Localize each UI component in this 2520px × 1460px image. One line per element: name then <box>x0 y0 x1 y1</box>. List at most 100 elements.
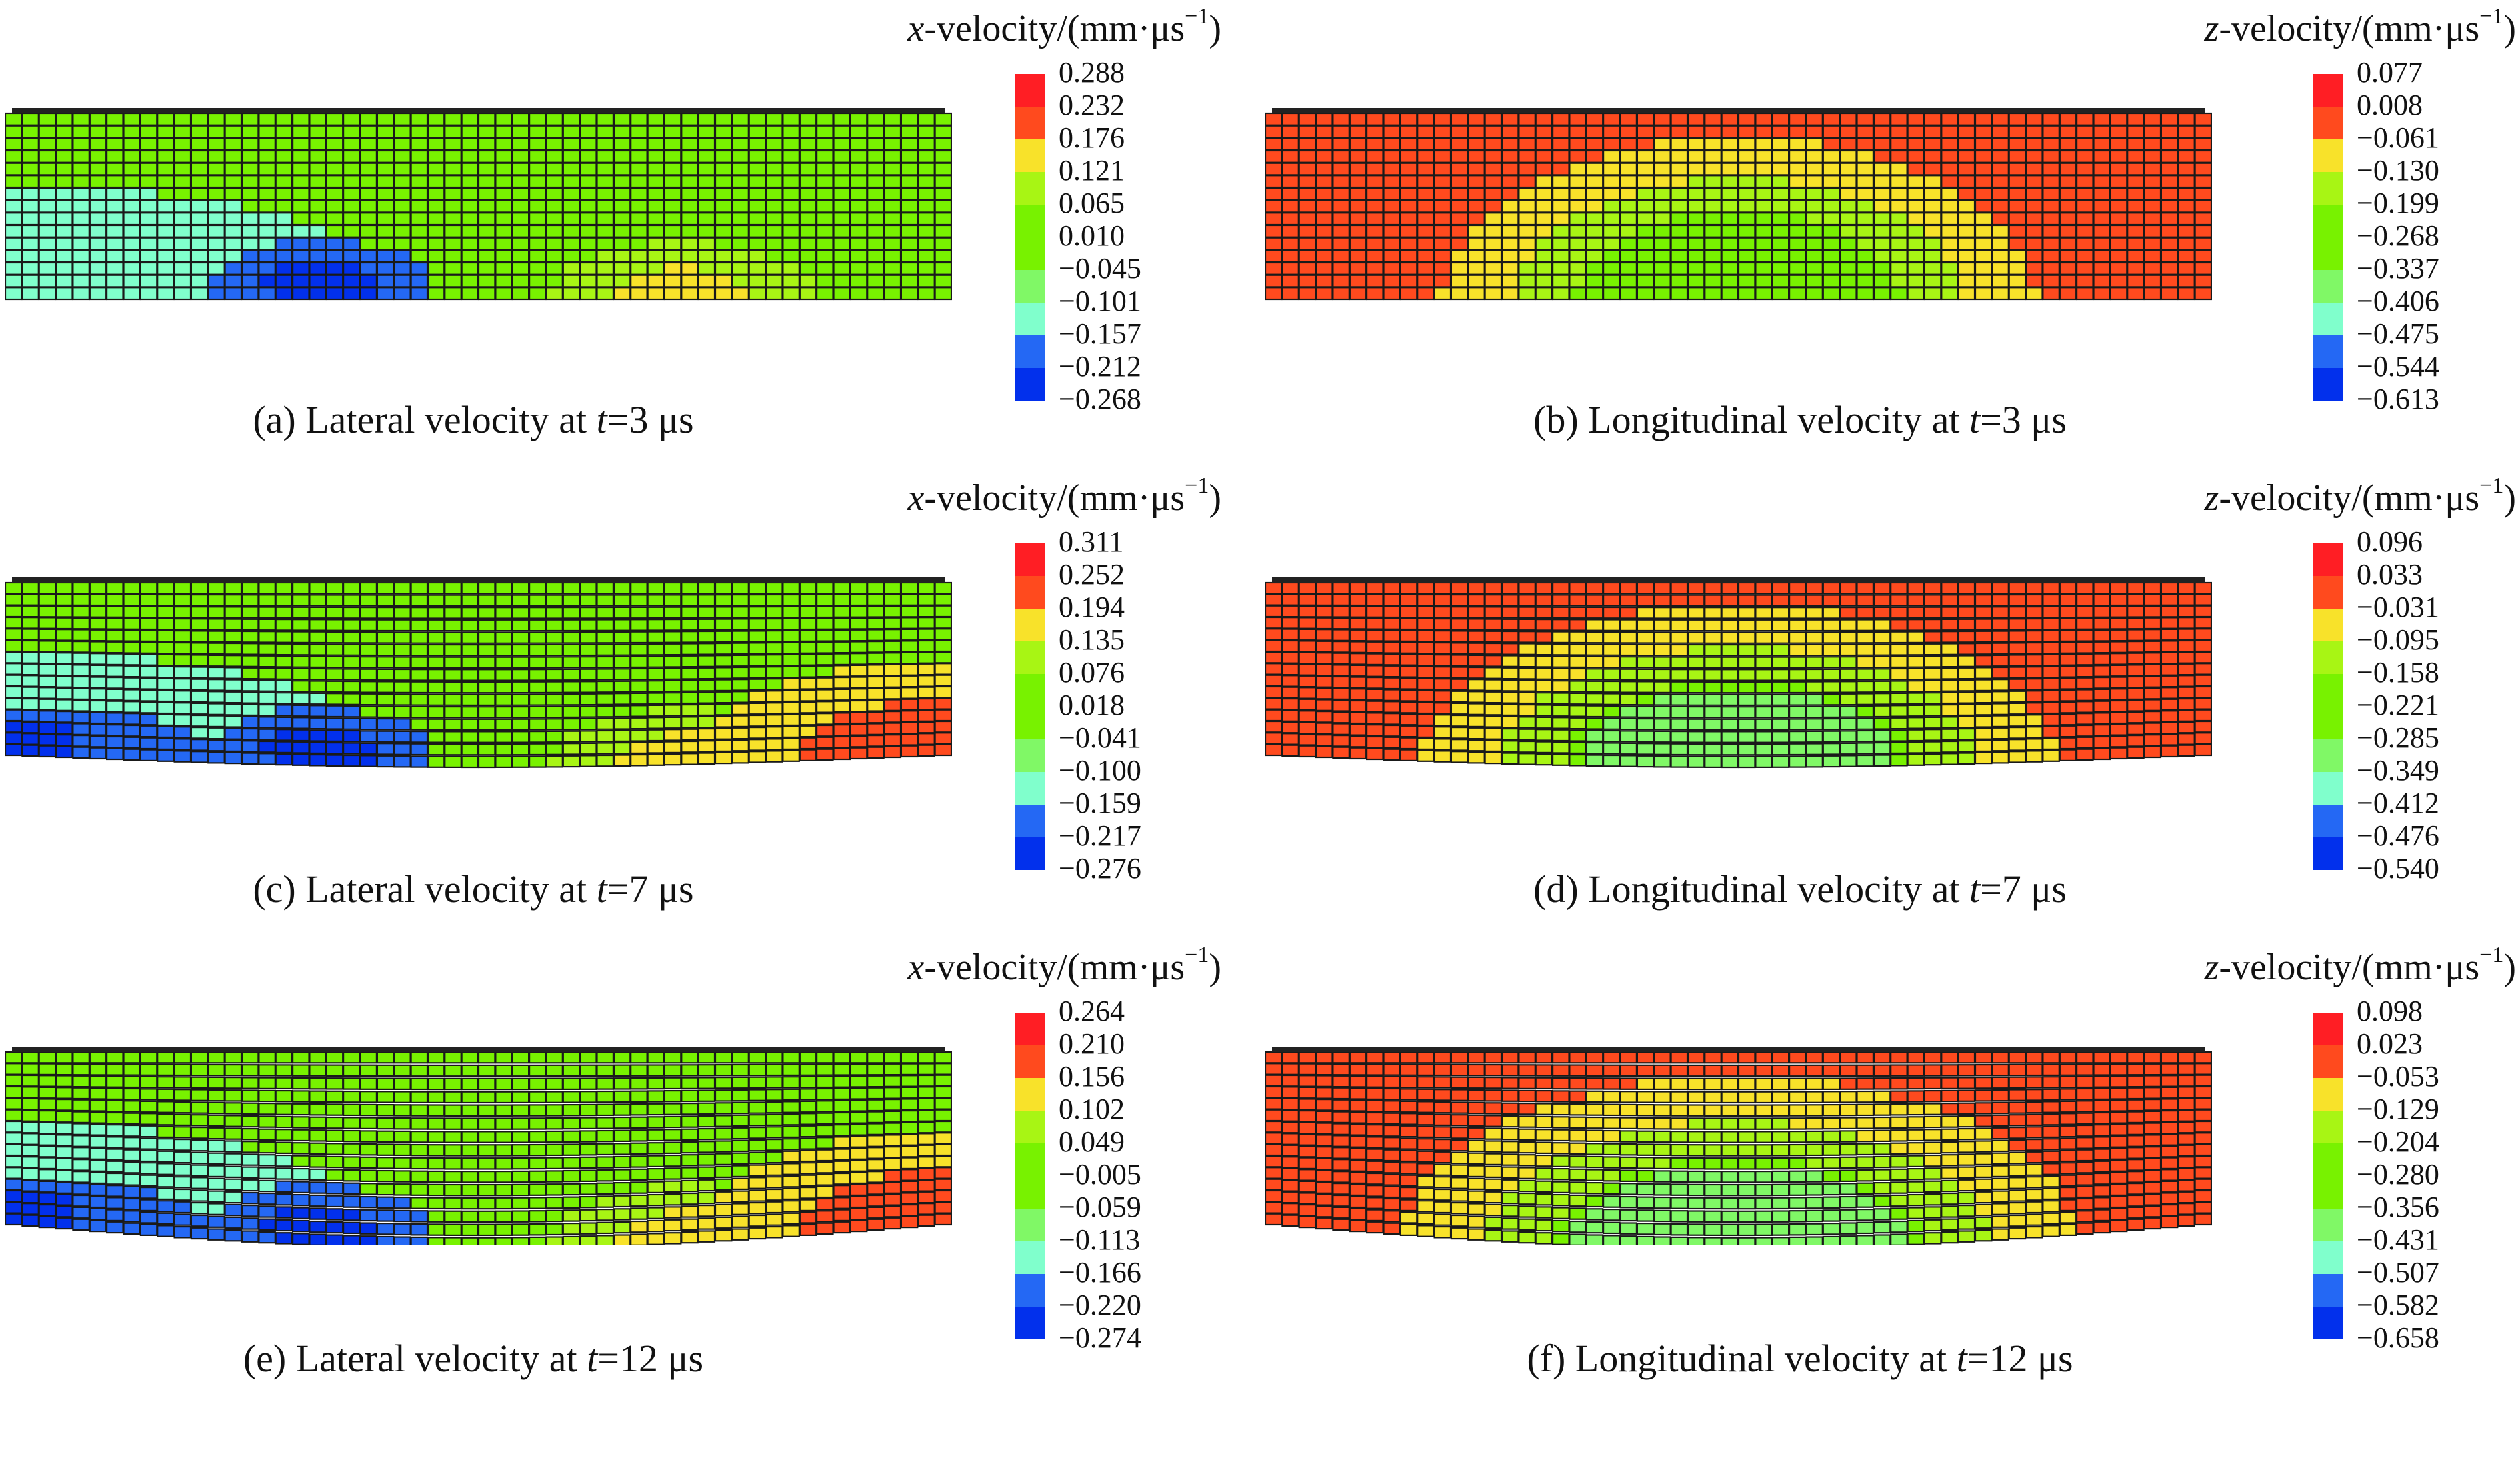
mesh-cell <box>511 112 530 126</box>
mesh-cell <box>663 716 682 729</box>
mesh-cell <box>1484 224 1503 238</box>
mesh-cell <box>1417 237 1435 251</box>
mesh-cell <box>393 149 411 163</box>
mesh-cell <box>376 619 395 632</box>
mesh-cell <box>1822 212 1841 226</box>
mesh-cell <box>833 581 851 595</box>
mesh-cell <box>1265 162 1283 176</box>
mesh-cell <box>917 175 935 189</box>
mesh-cell <box>157 1163 175 1175</box>
mesh-cell <box>1957 287 1976 301</box>
mesh-cell <box>2109 605 2128 618</box>
mesh-cell <box>461 187 479 201</box>
mesh-cell <box>1907 667 1925 681</box>
mesh-cell <box>2093 1087 2111 1100</box>
mesh-cell <box>2075 187 2094 201</box>
mesh-cell <box>562 249 581 263</box>
mesh-cell <box>663 1141 682 1155</box>
mesh-cell <box>867 640 885 653</box>
mesh-cell <box>528 199 547 213</box>
mesh-cell <box>461 681 479 694</box>
mesh-cell <box>2143 274 2162 288</box>
mesh-cell <box>1501 1102 1519 1115</box>
mesh-cell <box>410 755 429 768</box>
mesh-cell <box>72 617 90 630</box>
mesh-cell <box>596 237 614 251</box>
mesh-cell <box>444 669 462 681</box>
mesh-cell <box>1349 641 1367 653</box>
mesh-cell <box>106 1185 124 1197</box>
mesh-cell <box>157 1051 175 1064</box>
mesh-cell <box>748 199 767 213</box>
mesh-cell <box>55 1157 73 1171</box>
mesh-cell <box>1957 125 1976 139</box>
mesh-cell <box>72 664 90 677</box>
mesh-cell <box>2160 745 2179 758</box>
mesh-cell <box>275 1206 293 1219</box>
mesh-cell <box>55 1122 73 1135</box>
mesh-cell <box>833 1075 851 1088</box>
mesh-cell <box>2042 287 2060 301</box>
mesh-cell <box>1907 137 1925 151</box>
mesh-cell <box>1315 249 1333 263</box>
mesh-cell <box>106 1063 124 1076</box>
mesh-cell <box>883 224 902 238</box>
mesh-cell <box>2059 212 2077 226</box>
mesh-cell <box>917 744 935 757</box>
mesh-cell <box>1856 705 1874 718</box>
mesh-cell <box>511 162 530 176</box>
mesh-cell <box>2042 112 2060 126</box>
mesh-cell <box>1417 725 1435 739</box>
mesh-cell <box>123 1149 141 1162</box>
mesh-cell <box>545 1196 563 1209</box>
mesh-cell <box>1991 162 2009 176</box>
mesh-cell <box>1535 237 1553 251</box>
mesh-cell <box>1636 755 1655 768</box>
panel-a: x-velocity/(mm·μs−1) 0.288 0.232 0.176 0.12… <box>0 0 1260 467</box>
mesh-cell <box>1822 693 1841 706</box>
mesh-cell <box>1941 261 1959 275</box>
mesh-cell <box>21 261 39 275</box>
mesh-cell <box>1535 187 1553 201</box>
mesh-cell <box>528 1157 547 1170</box>
mesh-cell <box>2075 237 2094 251</box>
mesh-cell <box>1603 594 1621 607</box>
mesh-cell <box>1535 175 1553 189</box>
mesh-cell <box>833 125 851 139</box>
mesh-cell <box>1399 665 1418 678</box>
mesh-cell <box>833 1124 851 1137</box>
mesh-cell <box>1552 692 1570 705</box>
mesh-cell <box>579 1195 597 1209</box>
mesh-cell <box>2177 593 2195 606</box>
mesh-cell <box>765 162 783 176</box>
mesh-cell <box>1569 249 1587 263</box>
mesh-cell <box>1839 1077 1857 1090</box>
mesh-cell <box>89 137 107 151</box>
mesh-cell <box>1923 149 1942 163</box>
mesh-cell <box>2042 137 2060 151</box>
mesh-cell <box>1518 287 1536 301</box>
mesh-cell <box>427 643 445 657</box>
mesh-cell <box>849 735 868 748</box>
mesh-cell <box>258 212 276 226</box>
mesh-cell <box>1991 594 2009 607</box>
mesh-cell <box>1941 1179 1959 1193</box>
mesh-cell <box>2177 237 2195 251</box>
mesh-cell <box>2042 665 2060 679</box>
velocity-mesh <box>1265 108 2212 301</box>
mesh-cell <box>1822 287 1841 301</box>
mesh-cell <box>2075 1112 2094 1125</box>
mesh-cell <box>359 249 377 263</box>
mesh-cell <box>1923 753 1942 766</box>
mesh-cell <box>1856 261 1874 275</box>
mesh-cell <box>1383 287 1401 301</box>
mesh-cell <box>38 1215 57 1229</box>
mesh-cell <box>343 1103 361 1117</box>
mesh-cell <box>1805 656 1823 669</box>
mesh-cell <box>596 125 614 139</box>
mesh-cell <box>1315 640 1333 653</box>
mesh-cell <box>731 727 749 740</box>
mesh-cell <box>1619 1103 1637 1117</box>
mesh-cell <box>1467 1177 1485 1191</box>
mesh-cell <box>1281 261 1299 275</box>
